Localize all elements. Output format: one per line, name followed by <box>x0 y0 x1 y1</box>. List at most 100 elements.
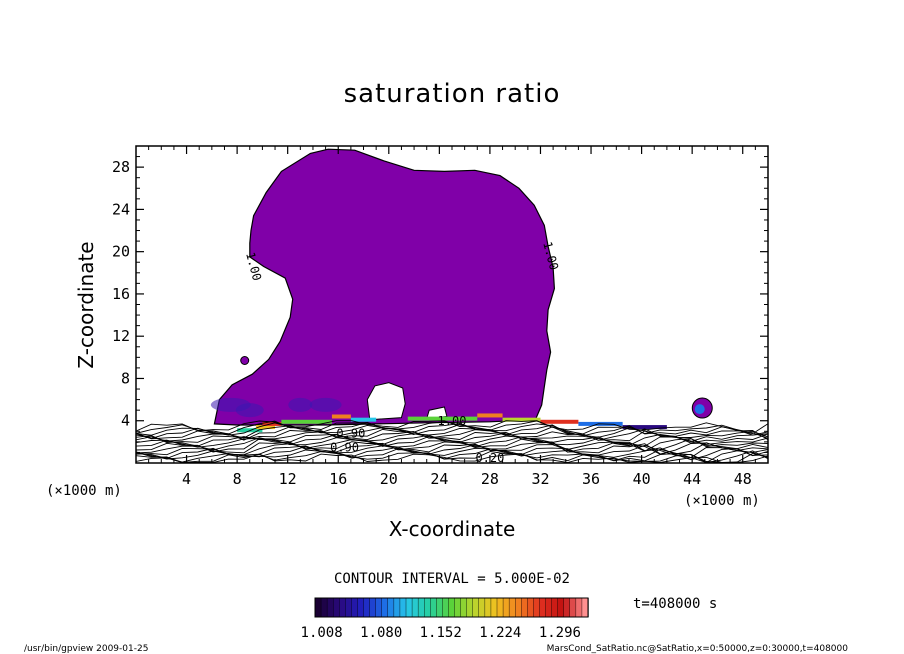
contour-line <box>136 442 768 459</box>
colorbar-cell <box>466 597 474 618</box>
colorbar-cell <box>375 597 383 618</box>
x-tick-label: 36 <box>582 470 600 488</box>
y-tick-label: 28 <box>112 158 130 176</box>
colorbar-cell <box>369 597 377 618</box>
y-axis-label: Z-coordinate <box>74 241 98 368</box>
cloud-patch <box>288 397 313 412</box>
colorbar-cell <box>502 597 510 618</box>
footer-left: /usr/bin/gpview 2009-01-25 <box>24 644 148 654</box>
colorbar-cell <box>575 597 583 618</box>
colorbar-cell <box>405 597 413 618</box>
cloud-layer-segment <box>502 417 541 422</box>
colorbar-cell <box>411 597 419 618</box>
contour-line <box>136 420 768 435</box>
colorbar-cell <box>339 597 347 618</box>
colorbar-cell <box>539 597 547 618</box>
colorbar-cell <box>533 597 541 618</box>
colorbar-cell <box>430 597 438 618</box>
colorbar-cell <box>436 597 444 618</box>
y-tick-label: 8 <box>121 369 130 387</box>
plot-area: 1.00 1.001.000.900.900.20 <box>136 148 768 463</box>
cloud-blob <box>240 356 250 366</box>
colorbar-cell <box>351 597 359 618</box>
colorbar-cell <box>490 597 498 618</box>
colorbar-cell <box>345 597 353 618</box>
cloud-blob <box>694 404 705 415</box>
colorbar-cell <box>569 597 577 618</box>
contour-label: 0.90 <box>336 427 365 441</box>
x-axis: 4 8 12 16 20 24 28 32 36 40 44 48 <box>148 146 756 488</box>
colorbar-cell <box>508 597 516 618</box>
colorbar-cell <box>563 597 571 618</box>
colorbar-frame <box>314 597 589 618</box>
y-tick-label: 12 <box>112 327 130 345</box>
colorbar-cell <box>424 597 431 618</box>
colorbar-cell <box>515 597 522 618</box>
colorbar-cell <box>472 597 480 618</box>
colorbar-cell <box>320 597 328 618</box>
contour-label: 0.90 <box>330 440 359 454</box>
y-tick-label: 4 <box>121 412 130 430</box>
colorbar-cell <box>454 597 462 618</box>
x-tick-label: 8 <box>233 470 242 488</box>
colorbar-cell <box>521 597 529 618</box>
x-tick-label: 40 <box>633 470 651 488</box>
x-unit-right: (×1000 m) <box>684 493 760 509</box>
colorbar-cell <box>442 597 450 618</box>
cloud-layer-segment <box>477 413 503 418</box>
footer-right: MarsCond_SatRatio.nc@SatRatio,x=0:50000,… <box>547 644 849 654</box>
supersaturated-region <box>213 148 556 426</box>
colorbar-cell <box>460 597 468 618</box>
time-label: t=408000 s <box>633 596 717 612</box>
cloud-layer-segment <box>350 417 377 422</box>
x-tick-label: 28 <box>481 470 499 488</box>
chart-title: saturation ratio <box>344 79 561 109</box>
x-tick-label: 48 <box>734 470 752 488</box>
colorbar-cell <box>557 597 565 618</box>
x-tick-label: 44 <box>683 470 701 488</box>
y-tick-label: 24 <box>112 200 130 218</box>
y-tick-label: 20 <box>112 243 130 261</box>
contour-line <box>136 451 768 463</box>
x-unit-left: (×1000 m) <box>46 483 122 499</box>
contour-line <box>136 423 768 441</box>
cloud-layer-segment <box>407 416 478 421</box>
cloud-patch <box>235 403 264 418</box>
x-tick-label: 20 <box>380 470 398 488</box>
x-tick-label: 32 <box>531 470 549 488</box>
colorbar-cell <box>545 597 553 618</box>
colorbar <box>314 597 589 618</box>
colorbar-cell <box>357 597 365 618</box>
cloud-layer-segment <box>331 414 351 419</box>
colorbar-cell <box>393 597 401 618</box>
contour-interval: CONTOUR INTERVAL = 5.000E-02 <box>334 571 570 587</box>
x-axis-label: X-coordinate <box>389 517 516 541</box>
colorbar-cell <box>314 597 322 618</box>
colorbar-ticks: 1.008 1.080 1.152 1.224 1.296 <box>301 625 581 641</box>
colorbar-cell <box>381 597 389 618</box>
cloud-layer-segment <box>540 419 579 424</box>
colorbar-tick-label: 1.080 <box>360 625 402 641</box>
colorbar-cell <box>551 597 559 618</box>
y-axis: 4 8 12 16 20 24 28 <box>112 156 768 453</box>
colorbar-tick-label: 1.296 <box>539 625 581 641</box>
colorbar-cell <box>333 597 340 618</box>
colorbar-cell <box>448 597 456 618</box>
x-tick-label: 12 <box>279 470 297 488</box>
colorbar-cell <box>326 597 334 618</box>
y-tick-label: 16 <box>112 285 130 303</box>
contour-label: 1.00 <box>438 414 467 428</box>
cloud-layer-segment <box>622 425 667 430</box>
colorbar-cell <box>417 597 425 618</box>
colorbar-cell <box>527 597 535 618</box>
x-tick-label: 24 <box>430 470 448 488</box>
contour-line <box>136 421 768 439</box>
x-tick-label: 4 <box>182 470 191 488</box>
colorbar-tick-label: 1.224 <box>479 625 521 641</box>
colorbar-cell <box>363 597 371 618</box>
contour-line <box>136 448 768 463</box>
colorbar-cell <box>484 597 492 618</box>
colorbar-cell <box>496 597 504 618</box>
colorbar-tick-label: 1.152 <box>420 625 462 641</box>
